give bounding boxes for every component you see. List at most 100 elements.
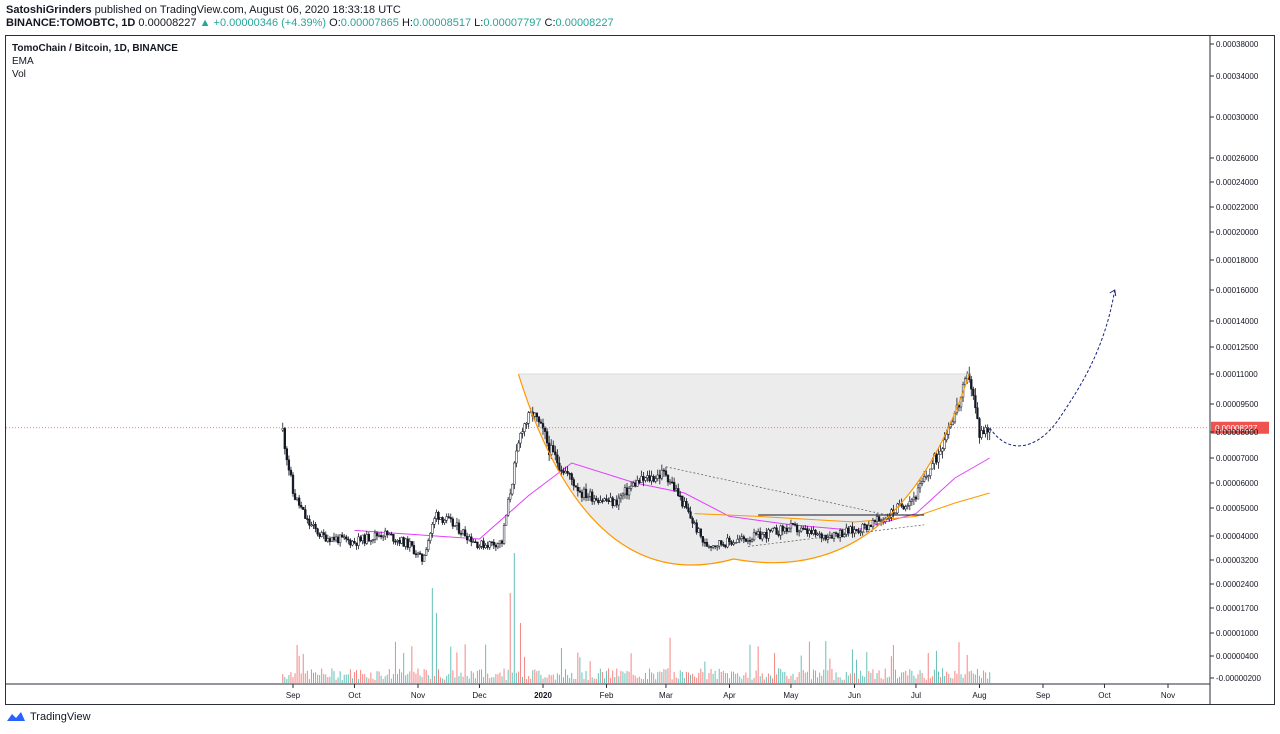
candle-body xyxy=(427,540,430,551)
candle-body xyxy=(566,471,569,474)
candle-body xyxy=(980,430,983,438)
candle-body xyxy=(584,488,588,498)
candle-body xyxy=(720,540,723,545)
candle-body xyxy=(703,541,707,544)
candle-body xyxy=(560,469,563,472)
candle-body xyxy=(625,487,629,496)
candle-body xyxy=(500,540,504,544)
candle-body xyxy=(408,541,411,548)
candle-body xyxy=(556,454,559,464)
cup-shade-layer xyxy=(518,374,970,566)
candle-body xyxy=(976,407,979,419)
candle-body xyxy=(861,523,864,533)
candle-body xyxy=(632,482,635,487)
candle-body xyxy=(482,540,485,549)
brand-name: TradingView xyxy=(30,711,91,723)
candle-body xyxy=(476,541,479,548)
candle-body xyxy=(808,530,811,534)
candle-body xyxy=(347,538,350,541)
candle-body xyxy=(742,536,745,540)
candle-body xyxy=(488,541,491,548)
ema-fast-line xyxy=(354,457,990,540)
candle-body xyxy=(332,536,336,541)
candle-body xyxy=(449,517,452,520)
candle-body xyxy=(363,534,366,544)
candle-body xyxy=(396,540,399,542)
candle-body xyxy=(629,485,633,489)
candle-body xyxy=(984,427,987,435)
candle-body xyxy=(519,433,522,444)
candle-body xyxy=(568,473,571,475)
candle-body xyxy=(687,507,690,512)
candle-body xyxy=(468,536,471,541)
candle-body xyxy=(709,546,713,548)
candle-body xyxy=(466,535,469,541)
legend-vol[interactable]: Vol xyxy=(12,69,26,80)
cup-curve xyxy=(517,373,970,566)
tradingview-logo[interactable]: TradingView xyxy=(6,711,91,723)
candle-body xyxy=(416,552,420,555)
price-tick-label: 0.00005000 xyxy=(1216,504,1259,513)
candle-body xyxy=(507,498,510,516)
candle-body xyxy=(925,476,928,478)
candle-body xyxy=(545,431,549,444)
candle-body xyxy=(918,483,922,489)
candle-body xyxy=(838,530,842,538)
candle-body xyxy=(750,539,754,542)
price-tick-label: 0.00030000 xyxy=(1216,113,1259,122)
candle-body xyxy=(463,529,467,537)
candle-body xyxy=(595,498,598,501)
time-tick-label: Jul xyxy=(911,691,921,700)
candle-body xyxy=(554,451,557,456)
candle-body xyxy=(441,517,444,523)
high-label: H: xyxy=(401,17,413,29)
candle-body xyxy=(326,538,329,542)
candle-body xyxy=(461,529,465,534)
candle-body xyxy=(291,474,295,494)
candle-body xyxy=(904,506,907,510)
candle-body xyxy=(455,522,459,526)
candle-body xyxy=(525,423,528,425)
candle-body xyxy=(951,421,954,425)
candle-body xyxy=(744,538,748,542)
legend-ema[interactable]: EMA xyxy=(12,56,34,67)
candle-body xyxy=(429,533,432,541)
author-name[interactable]: SatoshiGrinders xyxy=(6,4,92,16)
candle-body xyxy=(775,527,778,535)
candle-body xyxy=(617,497,620,506)
candle-body xyxy=(341,534,344,538)
price-tick-label: 0.00022000 xyxy=(1216,203,1259,212)
candle-body xyxy=(470,536,473,543)
time-tick-label: Feb xyxy=(600,691,614,700)
candle-body xyxy=(722,544,725,546)
candle-body xyxy=(761,534,764,540)
candle-body xyxy=(787,527,791,532)
candle-body xyxy=(324,534,327,542)
candle-body xyxy=(605,498,608,501)
candle-body xyxy=(300,505,303,508)
time-tick-label: 2020 xyxy=(534,691,552,700)
open-label: O: xyxy=(329,17,341,29)
candle-body xyxy=(582,488,586,498)
candle-body xyxy=(318,533,321,537)
candle-body xyxy=(515,450,518,464)
candle-body xyxy=(644,477,647,481)
candle-body xyxy=(906,505,909,507)
candle-body xyxy=(769,529,772,532)
candle-body xyxy=(853,529,856,534)
candle-body xyxy=(718,540,721,547)
candle-body xyxy=(310,524,313,527)
candle-body xyxy=(871,520,875,528)
candle-body xyxy=(867,524,870,530)
candle-body xyxy=(552,445,555,453)
legend-title[interactable]: TomoChain / Bitcoin, 1D, BINANCE xyxy=(12,43,178,54)
candle-body xyxy=(328,538,332,542)
candle-body xyxy=(877,516,881,522)
price-tick-label: 0.00038000 xyxy=(1216,40,1259,49)
candle-body xyxy=(869,524,873,528)
candle-body xyxy=(656,474,659,479)
price-tick-label: 0.00011000 xyxy=(1216,370,1258,379)
candle-body xyxy=(336,536,340,543)
candle-body xyxy=(539,421,543,424)
